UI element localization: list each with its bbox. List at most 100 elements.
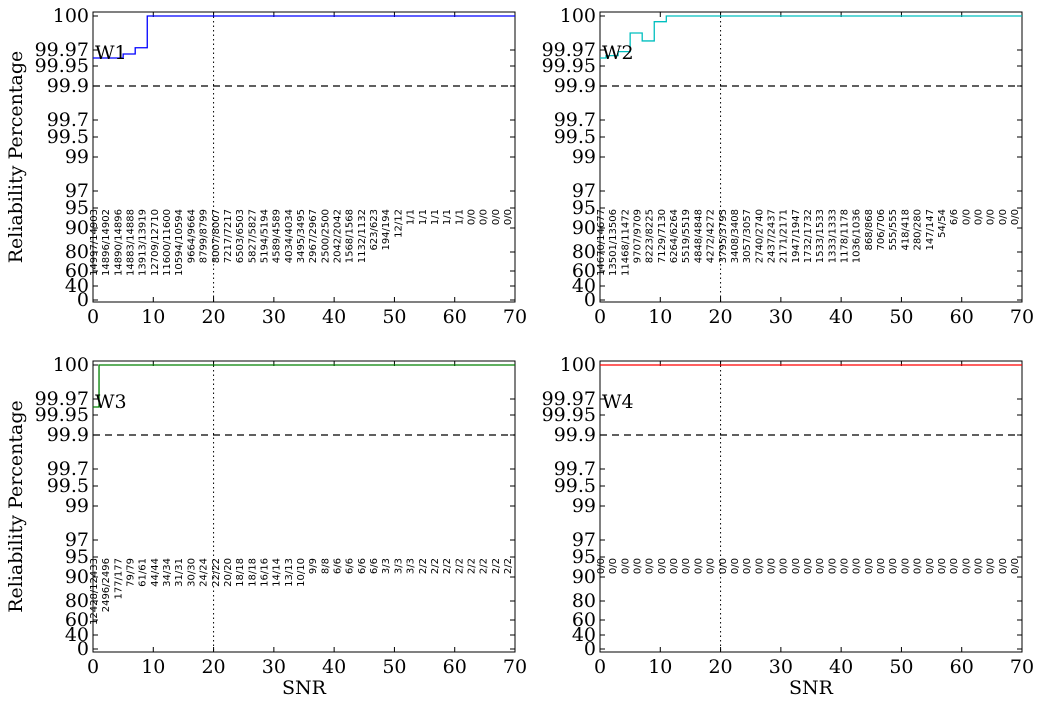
y-tick-label: 99.5 <box>554 126 596 148</box>
count-annotation: 1/1 <box>430 209 441 225</box>
count-annotation: 3/3 <box>381 558 392 574</box>
count-annotation: 2/2 <box>430 558 441 574</box>
y-tick-label: 97 <box>65 529 89 551</box>
count-annotation: 31/31 <box>174 558 185 587</box>
panel-label: W2 <box>602 42 634 64</box>
y-tick-label: 97 <box>572 529 596 551</box>
count-annotation: 0/0 <box>852 558 863 574</box>
y-tick-label: 100 <box>53 354 89 376</box>
y-tick-label: 90 <box>572 566 596 588</box>
count-annotation: 1533/1533 <box>815 209 826 263</box>
y-tick-label: 40 <box>65 624 89 646</box>
y-tick-label: 40 <box>65 275 89 297</box>
count-annotation: 13913/13919 <box>138 209 149 276</box>
count-annotation: 0/0 <box>779 558 790 574</box>
x-tick-label: 70 <box>1010 656 1034 678</box>
x-tick-label: 60 <box>950 306 974 328</box>
count-annotation: 0/0 <box>840 558 851 574</box>
x-tick-label: 0 <box>594 656 606 678</box>
count-annotation: 5827/5827 <box>247 209 258 263</box>
count-annotation: 13501/13506 <box>608 209 619 276</box>
y-tick-label: 0 <box>584 289 596 311</box>
y-tick-label: 95 <box>572 197 596 219</box>
count-annotation: 12709/12710 <box>150 209 161 276</box>
count-annotation: 22/22 <box>211 558 222 587</box>
count-annotation: 5194/5194 <box>259 209 270 263</box>
count-annotation: 1947/1947 <box>791 209 802 263</box>
x-tick-label: 60 <box>443 656 467 678</box>
y-tick-label: 99.5 <box>47 475 89 497</box>
y-tick-label: 60 <box>65 609 89 631</box>
count-annotation: 4272/4272 <box>706 209 717 263</box>
count-annotation: 1333/1333 <box>827 209 838 263</box>
count-annotation: 0/0 <box>961 558 972 574</box>
y-tick-label: 95 <box>65 197 89 219</box>
count-annotation: 2967/2967 <box>308 209 319 263</box>
count-annotation: 706/706 <box>876 209 887 251</box>
count-annotation: 1/1 <box>442 209 453 225</box>
count-annotation: 24/24 <box>199 558 210 587</box>
y-tick-label: 100 <box>560 354 596 376</box>
count-annotation: 11600/11600 <box>162 209 173 276</box>
count-annotation: 14883/14888 <box>126 209 137 276</box>
count-annotation: 10/10 <box>296 558 307 587</box>
count-annotation: 9664/9664 <box>186 209 197 263</box>
count-annotation: 2740/2740 <box>754 209 765 263</box>
y-tick-label: 99.9 <box>47 424 89 446</box>
y-tick-label: 100 <box>53 5 89 27</box>
panel-4: 0 10 20 30 40 50 60 7004060809095979999.599.799… <box>542 354 1035 699</box>
panel-label: W3 <box>95 391 127 413</box>
y-tick-label: 95 <box>65 546 89 568</box>
x-axis-label: SNR <box>789 677 834 699</box>
y-tick-label: 90 <box>65 566 89 588</box>
y-tick-label: 99.95 <box>35 404 89 426</box>
y-tick-label: 95 <box>572 546 596 568</box>
count-annotation: 54/54 <box>937 209 948 238</box>
count-annotation: 0/0 <box>466 209 477 225</box>
count-annotation: 10594/10594 <box>174 209 185 276</box>
y-tick-label: 99.7 <box>554 109 596 131</box>
count-annotation: 6/6 <box>333 558 344 574</box>
count-annotation: 0/0 <box>742 558 753 574</box>
count-annotation: 2437/2437 <box>766 209 777 263</box>
count-annotation: 2/2 <box>442 558 453 574</box>
y-tick-label: 40 <box>572 275 596 297</box>
count-annotation: 3408/3408 <box>730 209 741 263</box>
x-tick-label: 30 <box>262 306 286 328</box>
plot-frame <box>92 360 516 653</box>
y-tick-label: 99.97 <box>542 388 596 410</box>
series-line <box>600 15 1022 59</box>
x-axis-label: SNR <box>282 677 327 699</box>
count-annotation: 8799/8799 <box>199 209 210 263</box>
x-tick-label: 40 <box>322 306 346 328</box>
x-tick-label: 10 <box>648 306 672 328</box>
count-annotation: 0/0 <box>706 558 717 574</box>
count-annotation: 9707/9709 <box>633 209 644 263</box>
y-tick-label: 40 <box>572 624 596 646</box>
count-annotation: 3/3 <box>393 558 404 574</box>
x-tick-label: 0 <box>87 656 99 678</box>
x-tick-label: 20 <box>201 656 225 678</box>
count-annotation: 8/8 <box>320 558 331 574</box>
count-annotation: 1132/1132 <box>357 209 368 263</box>
count-annotation: 79/79 <box>126 558 137 587</box>
count-annotation: 30/30 <box>186 558 197 587</box>
x-tick-label: 20 <box>708 656 732 678</box>
count-annotation: 44/44 <box>150 558 161 587</box>
count-annotation: 0/0 <box>864 558 875 574</box>
count-annotation: 4848/4848 <box>693 209 704 263</box>
count-annotation: 14670/14677 <box>596 209 607 276</box>
y-tick-label: 60 <box>572 260 596 282</box>
count-annotation: 14997/14903 <box>89 209 100 276</box>
count-annotation: 0/0 <box>949 558 960 574</box>
count-annotation: 11468/11472 <box>620 209 631 276</box>
count-annotation: 8223/8225 <box>645 209 656 263</box>
y-tick-label: 99.5 <box>47 126 89 148</box>
count-annotation: 14/14 <box>272 558 283 587</box>
panel-1: 0 10 20 30 40 50 60 7004060809095979999.599.799… <box>5 5 527 328</box>
count-annotation: 6264/6264 <box>669 209 680 263</box>
count-annotation: 14890/14896 <box>113 209 124 276</box>
y-tick-label: 97 <box>65 180 89 202</box>
y-tick-label: 80 <box>572 590 596 612</box>
count-annotation: 6/6 <box>369 558 380 574</box>
